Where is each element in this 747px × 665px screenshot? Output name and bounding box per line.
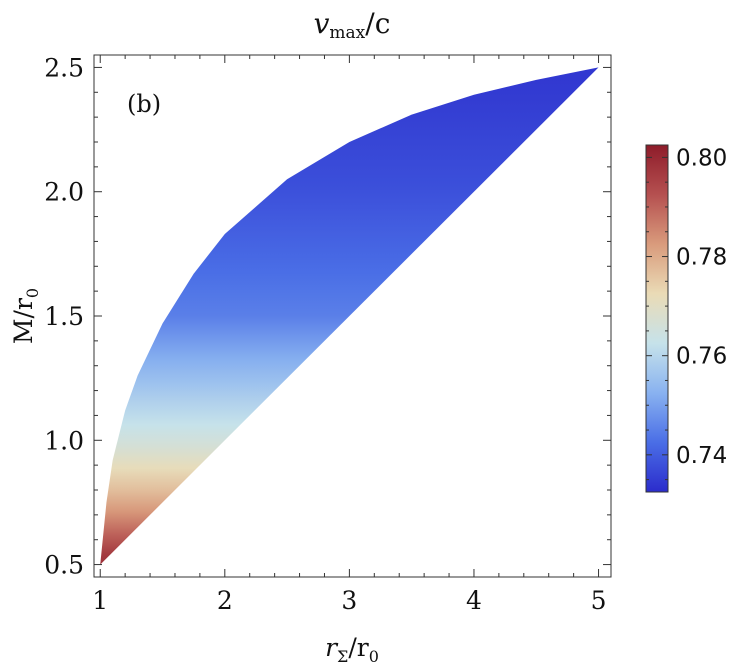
x-tick-label: 1: [92, 586, 108, 615]
x-tick-label: 4: [466, 586, 482, 615]
colorbar: 0.74 0.76 0.78 0.80: [645, 144, 727, 493]
x-axis-title: rΣ/r0: [325, 633, 379, 665]
region-fill: [100, 67, 599, 565]
colorbar-tick-label: 0.76: [676, 344, 727, 370]
x-axis-ticks: 1 2 3 4 5: [92, 55, 606, 615]
x-tick-label: 3: [341, 586, 357, 615]
colorbar-gradient: [645, 144, 669, 493]
y-tick-label: 1.0: [44, 426, 84, 455]
x-tick-label: 2: [217, 586, 233, 615]
colorbar-tick-label: 0.80: [676, 145, 727, 171]
y-tick-label: 2.0: [44, 178, 84, 207]
y-tick-label: 1.5: [44, 302, 84, 331]
y-axis-title: M/r0: [9, 288, 42, 344]
colorbar-tick-label: 0.78: [676, 245, 727, 271]
x-tick-label: 5: [591, 586, 607, 615]
heatmap-region: [100, 67, 599, 565]
y-tick-label: 2.5: [44, 53, 84, 82]
chart-title: vmax/c: [314, 7, 391, 43]
y-axis-ticks: 0.5 1.0 1.5 2.0 2.5: [44, 53, 611, 580]
colorbar-ticks: 0.74 0.76 0.78 0.80: [646, 145, 727, 481]
y-tick-label: 0.5: [44, 551, 84, 580]
colorbar-tick-label: 0.74: [676, 443, 727, 469]
panel-label: (b): [127, 90, 161, 118]
